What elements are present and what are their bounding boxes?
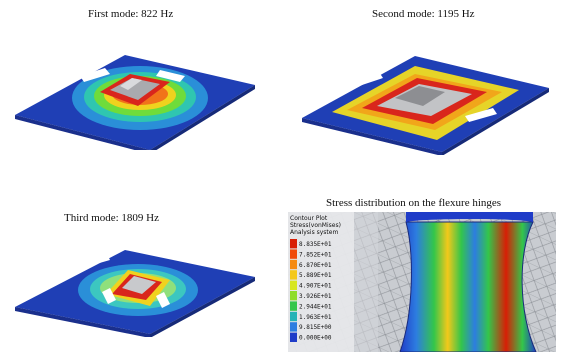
legend-swatch: [290, 270, 297, 280]
legend-value: 2.944E+01: [299, 303, 332, 310]
legend-subtitle: Stress(vonMises): [290, 222, 341, 229]
third-mode-plot: [10, 232, 260, 337]
legend-swatch: [290, 332, 297, 342]
second-mode-plot: [297, 30, 555, 155]
legend-title: Contour Plot: [290, 215, 328, 222]
stress-caption: Stress distribution on the flexure hinge…: [326, 197, 502, 209]
legend-value: 0.000E+00: [299, 335, 332, 342]
third-mode-caption: Third mode: 1809 Hz: [64, 212, 160, 224]
legend-value: 1.963E+01: [299, 314, 332, 321]
legend-swatch: [290, 291, 297, 301]
legend-value: 9.815E+00: [299, 324, 332, 331]
legend-swatch: [290, 301, 297, 311]
legend-value: 7.852E+01: [299, 251, 332, 258]
legend-swatch: [290, 259, 297, 270]
legend-value: 4.907E+01: [299, 283, 332, 290]
legend-swatch: [290, 249, 297, 259]
legend-value: 5.889E+01: [299, 272, 332, 279]
stress-plot: Contour Plot Stress(vonMises) Analysis s…: [288, 212, 556, 352]
legend-system: Analysis system: [290, 229, 338, 236]
first-mode-plot: [10, 30, 260, 150]
legend-scale: 8.835E+01 7.852E+01 6.870E+01 5.889E+01 4.90…: [290, 239, 332, 342]
first-mode-caption: First mode: 822 Hz: [88, 8, 174, 20]
legend-swatch: [290, 322, 297, 332]
legend-value: 3.926E+01: [299, 293, 332, 300]
legend-swatch: [290, 280, 297, 290]
legend-swatch: [290, 311, 297, 322]
legend-value: 6.870E+01: [299, 262, 332, 269]
second-mode-caption: Second mode: 1195 Hz: [372, 8, 475, 20]
legend-value: 8.835E+01: [299, 241, 332, 248]
legend-swatch: [290, 239, 297, 249]
